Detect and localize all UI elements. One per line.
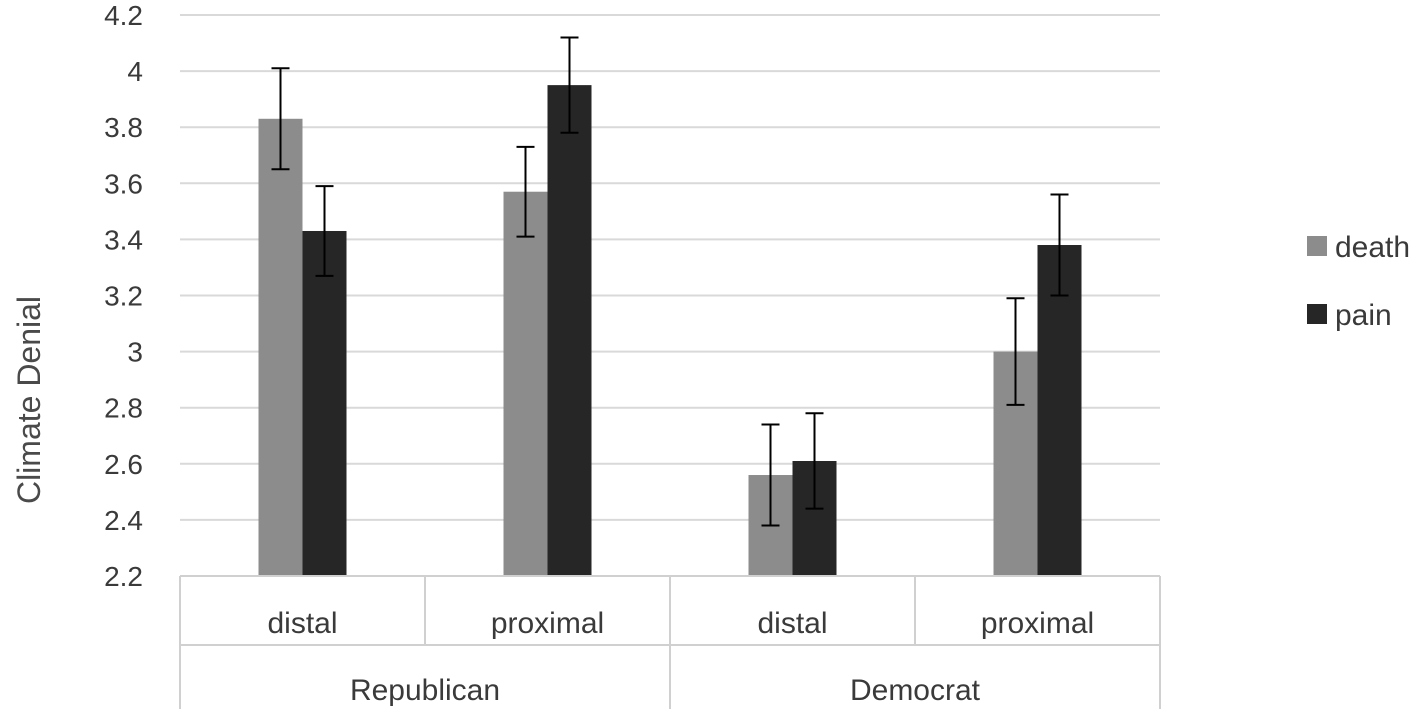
bar-pain xyxy=(1037,245,1082,576)
bar-pain xyxy=(547,85,592,576)
x-category-label: proximal xyxy=(491,607,604,640)
x-axis: distal proximal distal proximal Republican De… xyxy=(179,575,1161,709)
y-tick-label: 3.2 xyxy=(104,281,143,312)
y-tick-label: 3.4 xyxy=(104,224,143,255)
y-tick-label: 2.6 xyxy=(104,449,143,480)
legend-swatch-pain xyxy=(1307,304,1327,324)
y-axis-ticks: 2.2 2.4 2.6 2.8 3 3.2 3.4 3.6 3.8 4 4.2 xyxy=(104,0,143,592)
y-tick-label: 2.2 xyxy=(104,561,143,592)
legend-swatch-death xyxy=(1307,236,1327,256)
legend-label-pain: pain xyxy=(1335,299,1392,332)
y-tick-label: 2.4 xyxy=(104,505,143,536)
bars xyxy=(258,85,1082,577)
x-group-label: Republican xyxy=(350,674,500,707)
x-category-label: proximal xyxy=(981,607,1094,640)
x-category-label: distal xyxy=(267,607,337,640)
y-tick-label: 4.2 xyxy=(104,0,143,31)
y-tick-label: 3.6 xyxy=(104,168,143,199)
y-axis-label: Climate Denial xyxy=(11,296,47,504)
y-tick-label: 3 xyxy=(127,337,143,368)
y-tick-label: 2.8 xyxy=(104,393,143,424)
y-tick-label: 4 xyxy=(127,56,143,87)
bar-death xyxy=(503,191,548,576)
bar-death xyxy=(258,118,303,576)
x-group-label: Democrat xyxy=(850,674,981,707)
legend-label-death: death xyxy=(1335,231,1410,264)
bar-pain xyxy=(302,230,347,577)
y-tick-label: 3.8 xyxy=(104,112,143,143)
legend: death pain xyxy=(1307,231,1410,332)
error-bars xyxy=(271,36,1069,527)
x-category-label: distal xyxy=(757,607,827,640)
